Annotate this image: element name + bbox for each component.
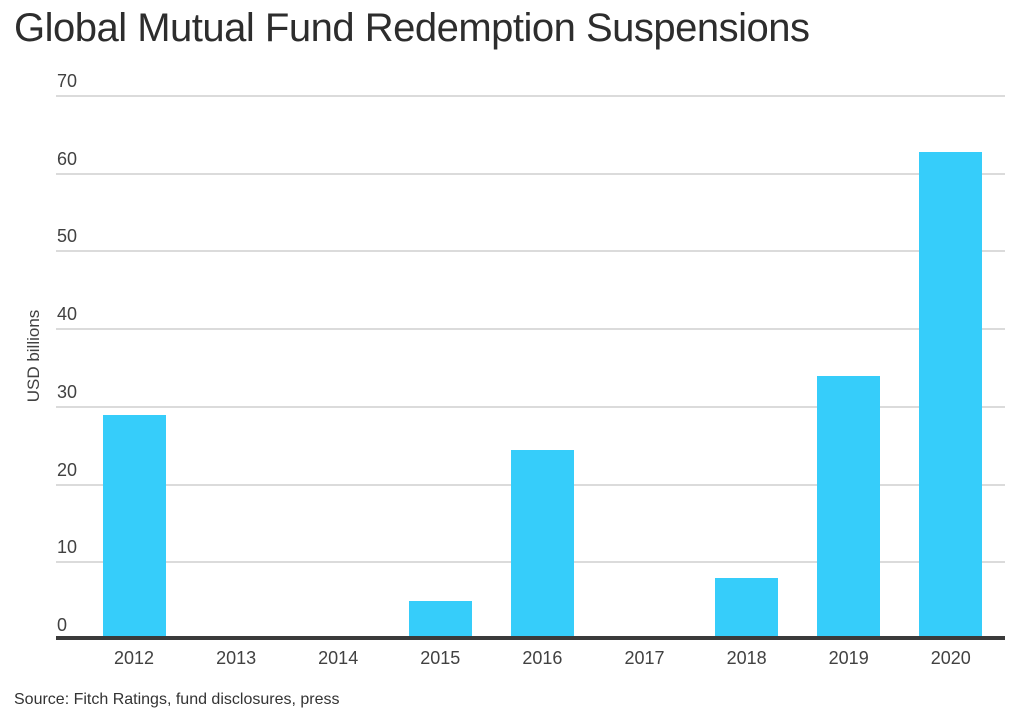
bar-2020 [919,151,983,636]
chart-title: Global Mutual Fund Redemption Suspension… [14,6,810,50]
gridline-30 [56,405,1005,408]
gridline-60 [56,172,1005,175]
bar-2019 [817,376,881,636]
x-tick-2015: 2015 [420,648,461,668]
x-axis-labels: 2012 2013 2014 2015 2016 2017 2018 2019 2020 [56,648,1005,672]
y-tick-40: 40 [57,304,78,325]
y-tick-50: 50 [57,226,78,247]
bar-2016 [510,450,574,636]
gridline-50 [56,250,1005,253]
x-tick-2012: 2012 [113,648,155,668]
y-tick-30: 30 [57,381,78,402]
x-tick-2020: 2020 [930,648,971,668]
y-tick-0: 0 [57,615,68,635]
y-axis-title: USD billions [24,309,43,403]
x-tick-2018: 2018 [726,648,767,668]
x-tick-2017: 2017 [624,648,665,668]
x-tick-2019: 2019 [828,648,869,668]
plot-area: 0 10 20 30 40 50 60 70 [56,71,1005,640]
x-tick-2013: 2013 [216,648,257,668]
y-tick-70: 70 [57,71,78,91]
bar-2015 [408,601,472,636]
x-tick-2016: 2016 [522,648,563,668]
y-tick-60: 60 [57,148,78,169]
gridline-40 [56,328,1005,331]
y-tick-20: 20 [57,459,78,480]
source-note: Source: Fitch Ratings, fund disclosures,… [14,691,340,708]
bar-2018 [715,577,779,636]
x-tick-2014: 2014 [318,648,359,668]
gridline-70 [56,95,1005,97]
y-tick-10: 10 [57,537,78,558]
bar-2012 [102,414,166,636]
